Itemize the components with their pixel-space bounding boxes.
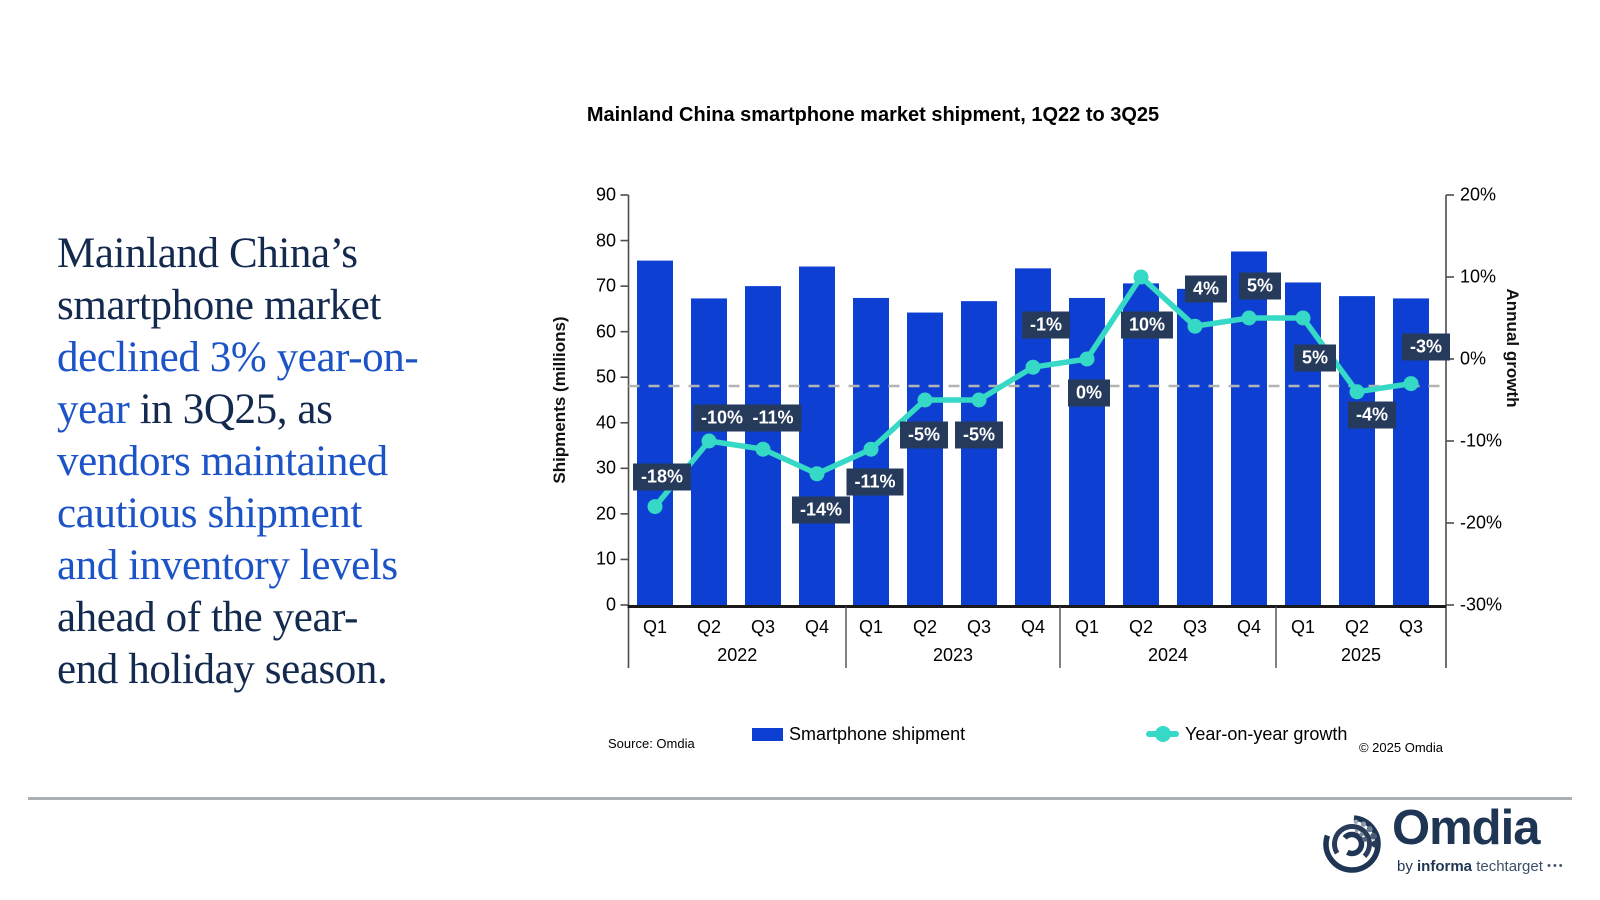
omdia-wordmark: Omdia: [1392, 801, 1540, 855]
bar-Q4: [1231, 251, 1267, 605]
growth-marker-Q3: [1187, 318, 1203, 334]
byline-dots: •••: [1547, 860, 1565, 872]
footer-divider: [28, 797, 1572, 800]
bar-Q3: [1393, 298, 1429, 605]
growth-marker-Q3: [1403, 376, 1419, 392]
headline-line: smartphone market: [57, 280, 527, 332]
bar-Q4: [1015, 268, 1051, 605]
growth-marker-Q2: [917, 392, 933, 408]
legend-line-swatch: [1146, 726, 1179, 742]
y-axis-title-left: Shipments (millions): [550, 316, 569, 484]
byline-informa: informa: [1417, 858, 1473, 875]
headline-segment-blue: declined 3% year-on-: [57, 334, 419, 381]
byline-techtarget: techtarget: [1472, 858, 1543, 875]
legend-bar-swatch: [752, 727, 783, 741]
bar-Q2: [1123, 283, 1159, 605]
growth-marker-Q4: [809, 466, 825, 482]
headline-line: vendors maintained: [57, 436, 527, 488]
headline-text: Mainland China’s smartphone market decline…: [57, 228, 527, 696]
y-axis-title-right: Annual growth: [1503, 288, 1522, 408]
copyright-note: © 2025 Omdia: [1358, 740, 1443, 755]
headline-segment-blue: vendors maintained: [57, 438, 388, 485]
growth-marker-Q2: [701, 433, 717, 449]
growth-marker-Q2: [1349, 384, 1365, 400]
bar-Q2: [691, 298, 727, 605]
headline-segment-navy: ahead of the year-: [57, 594, 359, 641]
legend-line-dot: [1154, 726, 1171, 742]
headline-segment-navy: end holiday season.: [57, 646, 388, 693]
headline-segment-navy: Mainland China’s: [57, 230, 358, 277]
growth-marker-Q3: [971, 392, 987, 408]
headline-segment-navy: smartphone market: [57, 282, 381, 329]
growth-marker-Q1: [1079, 351, 1095, 367]
headline-line: declined 3% year-on-: [57, 332, 527, 384]
headline-line: cautious shipment: [57, 488, 527, 540]
headline-segment-blue: cautious shipment: [57, 490, 362, 537]
bar-Q3: [961, 301, 997, 605]
headline-line: year in 3Q25, as: [57, 384, 527, 436]
bar-Q2: [907, 312, 943, 605]
headline-line: end holiday season.: [57, 644, 527, 696]
legend-item-shipment: Smartphone shipment: [752, 723, 965, 745]
bar-Q3: [1177, 288, 1213, 605]
headline-line: and inventory levels: [57, 540, 527, 592]
byline-by: by: [1397, 858, 1418, 875]
omdia-logo-icon: [1323, 815, 1381, 873]
growth-marker-Q3: [755, 441, 771, 457]
bar-Q4: [799, 266, 835, 605]
bar-Q2: [1339, 296, 1375, 605]
growth-marker-Q1: [1295, 310, 1311, 326]
headline-line: ahead of the year-: [57, 592, 527, 644]
growth-marker-Q4: [1241, 310, 1257, 326]
growth-marker-Q2: [1133, 269, 1149, 285]
headline-line: Mainland China’s: [57, 228, 527, 280]
headline-segment-blue: and inventory levels: [57, 542, 398, 589]
legend-line-label: Year-on-year growth: [1185, 723, 1348, 744]
headline-segment-blue: year: [57, 386, 130, 433]
legend-item-growth: Year-on-year growth: [1146, 723, 1347, 745]
growth-marker-Q1: [863, 441, 879, 457]
omdia-byline: by informa techtarget •••: [1397, 858, 1565, 875]
headline-segment-navy: in 3Q25, as: [129, 386, 333, 433]
bar-Q1: [1069, 297, 1105, 605]
chart-title: Mainland China smartphone market shipmen…: [586, 104, 1160, 126]
growth-marker-Q4: [1025, 359, 1041, 375]
bar-Q1: [637, 260, 673, 605]
legend-bar-label: Smartphone shipment: [789, 723, 966, 744]
source-note: Source: Omdia: [608, 736, 695, 751]
growth-marker-Q1: [647, 499, 663, 515]
